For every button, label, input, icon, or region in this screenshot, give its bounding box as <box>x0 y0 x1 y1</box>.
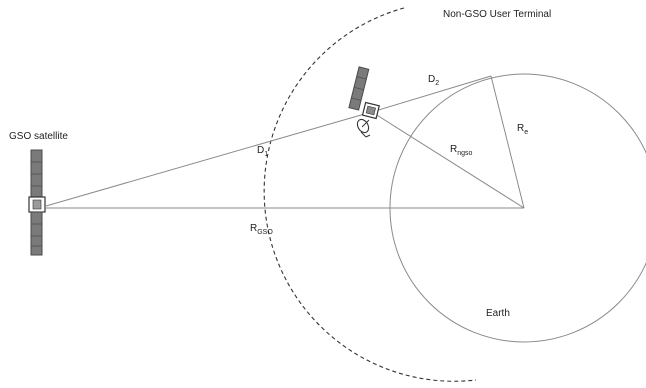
line-d2 <box>371 75 492 113</box>
label-gso-satellite: GSO satellite <box>9 131 68 142</box>
antenna-dish-icon <box>356 118 371 138</box>
label-r-gso: RGSO <box>250 223 273 236</box>
label-r-e: Re <box>517 123 528 136</box>
line-r-e <box>490 75 525 209</box>
label-non-gso-user-terminal: Non-GSO User Terminal <box>443 9 551 20</box>
label-earth: Earth <box>486 308 510 319</box>
label-r-ngso: Rngso <box>450 144 473 157</box>
gso-satellite-icon <box>28 149 46 256</box>
ngso-orbit-dashed <box>263 7 477 382</box>
ngso-satellite-icon <box>348 66 380 120</box>
label-d1: D1 <box>257 145 268 158</box>
line-r-ngso <box>371 111 525 209</box>
label-d2: D2 <box>428 74 439 87</box>
line-d1 <box>45 112 369 207</box>
